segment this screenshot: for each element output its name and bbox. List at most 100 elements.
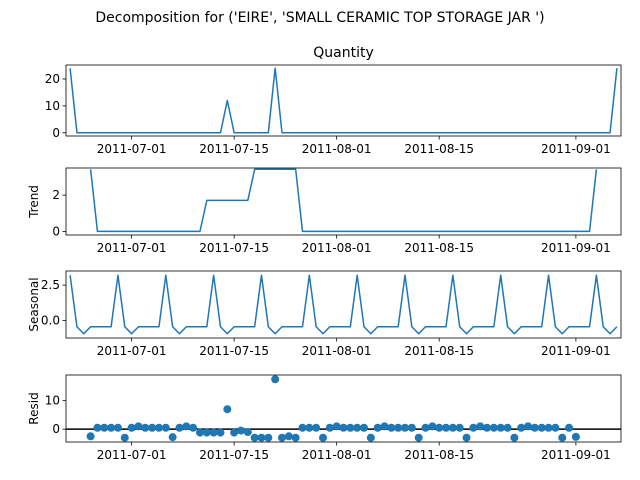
resid-point	[558, 433, 567, 442]
resid-point	[298, 423, 307, 432]
resid-point	[216, 428, 225, 437]
resid-point	[236, 426, 245, 435]
quantity-xtick-label: 2011-08-15	[404, 142, 474, 156]
quantity-xtick-label: 2011-07-15	[199, 142, 269, 156]
resid-point	[271, 375, 280, 384]
resid-point	[571, 432, 580, 441]
seasonal-ylabel: Seasonal	[27, 277, 41, 331]
resid-ytick-label: 10	[45, 394, 60, 408]
resid-axes-frame	[65, 374, 622, 443]
quantity-xtick-label: 2011-07-01	[97, 142, 167, 156]
resid-point	[380, 422, 389, 431]
resid-point	[148, 423, 157, 432]
resid-point	[565, 423, 574, 432]
resid-point	[305, 423, 314, 432]
resid-point	[325, 423, 334, 432]
resid-point	[489, 423, 498, 432]
resid-point	[414, 433, 423, 442]
resid-point	[401, 423, 410, 432]
seasonal-xtick-label: 2011-07-01	[97, 344, 167, 358]
resid-point	[141, 423, 150, 432]
resid-point	[168, 433, 177, 442]
seasonal-ytick-label: 2.5	[41, 278, 60, 292]
resid-point	[387, 423, 396, 432]
seasonal-xtick-label: 2011-08-01	[302, 344, 372, 358]
trend-xtick-label: 2011-07-01	[97, 241, 167, 255]
resid-panel: Resid 0 10 2011-07-01 2011-07-15 2011-08-01 20…	[27, 374, 622, 462]
resid-point	[360, 423, 369, 432]
resid-point	[346, 423, 355, 432]
resid-point	[100, 423, 109, 432]
resid-point	[407, 423, 416, 432]
resid-point	[195, 428, 204, 437]
resid-point	[189, 423, 198, 432]
trend-data	[89, 168, 598, 233]
resid-point	[503, 423, 512, 432]
resid-point	[182, 422, 191, 431]
resid-point	[86, 432, 95, 441]
resid-point	[264, 433, 273, 442]
resid-point	[448, 423, 457, 432]
trend-series-line	[89, 168, 598, 233]
resid-point	[127, 423, 136, 432]
resid-point	[496, 423, 505, 432]
seasonal-series-line	[69, 274, 618, 335]
quantity-panel: Quantity 0 10 20 2011-07-01 2011-07-15 2011-08…	[45, 45, 622, 156]
seasonal-axes-frame	[65, 270, 622, 339]
quantity-xtick-label: 2011-09-01	[541, 142, 611, 156]
resid-point	[455, 423, 464, 432]
resid-point	[93, 423, 102, 432]
trend-ylabel: Trend	[27, 185, 41, 219]
resid-point	[537, 423, 546, 432]
figure-suptitle: Decomposition for ('EIRE', 'SMALL CERAMI…	[95, 10, 544, 26]
panels: Quantity 0 10 20 2011-07-01 2011-07-15 2011-08…	[27, 45, 622, 462]
resid-point	[250, 433, 259, 442]
quantity-ytick-label: 20	[45, 72, 60, 86]
resid-xtick-label: 2011-08-01	[302, 448, 372, 462]
resid-point	[462, 433, 471, 442]
resid-xtick-label: 2011-08-15	[404, 448, 474, 462]
quantity-title: Quantity	[313, 45, 374, 61]
resid-point	[524, 422, 533, 431]
resid-xtick-label: 2011-07-01	[97, 448, 167, 462]
resid-point	[120, 433, 129, 442]
resid-point	[134, 422, 143, 431]
resid-xtick-label: 2011-07-15	[199, 448, 269, 462]
resid-point	[161, 423, 170, 432]
resid-point	[154, 423, 163, 432]
resid-point	[175, 423, 184, 432]
resid-point	[428, 422, 437, 431]
resid-point	[551, 423, 560, 432]
seasonal-xtick-label: 2011-09-01	[541, 344, 611, 358]
resid-point	[202, 428, 211, 437]
resid-ylabel: Resid	[27, 392, 41, 424]
resid-point	[318, 433, 327, 442]
resid-point	[312, 423, 321, 432]
seasonal-data	[69, 274, 618, 335]
resid-point	[373, 423, 382, 432]
quantity-data	[69, 67, 618, 134]
resid-xtick-label: 2011-09-01	[541, 448, 611, 462]
resid-point	[339, 423, 348, 432]
resid-point	[442, 423, 451, 432]
resid-point	[223, 405, 232, 414]
quantity-ytick-label: 0	[52, 126, 60, 140]
resid-point	[469, 423, 478, 432]
resid-point	[332, 422, 341, 431]
resid-point	[394, 423, 403, 432]
resid-point	[517, 423, 526, 432]
resid-point	[230, 428, 239, 437]
seasonal-xtick-label: 2011-08-15	[404, 344, 474, 358]
trend-xtick-label: 2011-08-15	[404, 241, 474, 255]
quantity-xtick-label: 2011-08-01	[302, 142, 372, 156]
quantity-axes-frame	[65, 64, 622, 137]
resid-point	[284, 432, 293, 441]
trend-ytick-label: 0	[52, 224, 60, 238]
resid-point	[209, 428, 218, 437]
resid-point	[530, 423, 539, 432]
trend-panel: Trend 0 2 2011-07-01 2011-07-15 2011-08-01 201…	[27, 167, 622, 255]
trend-xtick-label: 2011-07-15	[199, 241, 269, 255]
resid-point	[366, 433, 375, 442]
resid-point	[113, 423, 122, 432]
trend-xtick-label: 2011-09-01	[541, 241, 611, 255]
